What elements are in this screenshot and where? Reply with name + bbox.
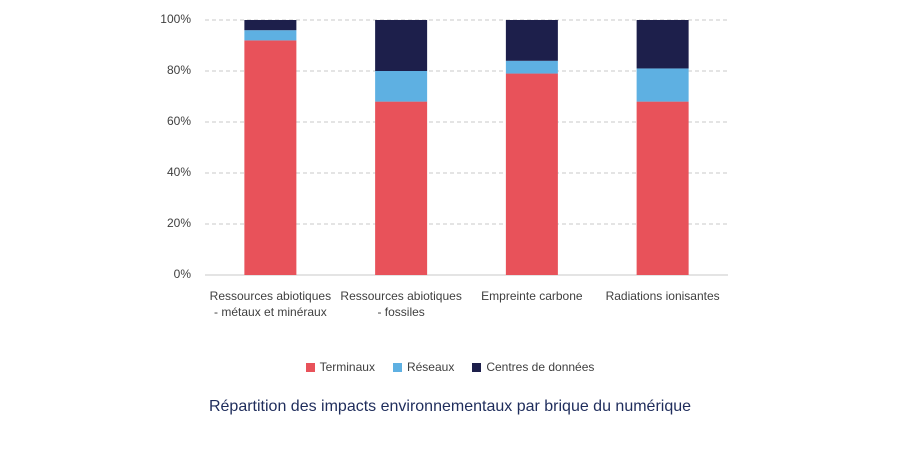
bar-segment	[375, 101, 428, 275]
bar-segment	[375, 20, 428, 71]
bar-segment	[636, 101, 689, 275]
legend-item: Centres de données	[472, 360, 594, 374]
bar-segment	[505, 73, 558, 275]
bar-segment	[505, 20, 558, 61]
y-tick-label: 40%	[167, 165, 191, 179]
bar-segment	[244, 20, 297, 31]
y-tick-label: 100%	[160, 12, 191, 26]
chart-title: Répartition des impacts environnementaux…	[208, 398, 692, 415]
legend-swatch	[392, 362, 402, 372]
x-tick-label: Empreinte carbone	[481, 289, 583, 303]
legend-item: Terminaux	[305, 360, 375, 374]
y-tick-label: 20%	[167, 216, 191, 230]
legend-label: Terminaux	[319, 360, 375, 374]
bar-segment	[244, 30, 297, 41]
legend-swatch	[305, 362, 315, 372]
legend-item: Réseaux	[392, 360, 455, 374]
legend-swatch	[472, 362, 482, 372]
x-tick-label: Ressources abiotiques - métaux et minéra…	[209, 289, 332, 319]
bar-segment	[636, 20, 689, 69]
legend-label: Centres de données	[486, 360, 595, 374]
legend: Terminaux Réseaux Centres de données	[0, 360, 900, 374]
x-tick-label: Ressources abiotiques - fossiles	[340, 289, 462, 319]
bar-segment	[244, 40, 297, 276]
x-tick-label: Radiations ionisantes	[605, 289, 720, 303]
y-tick-label: 60%	[167, 114, 191, 128]
legend-label: Réseaux	[406, 360, 455, 374]
bar-segment	[505, 60, 558, 74]
y-tick-label: 80%	[167, 63, 191, 77]
bar-segment	[636, 68, 689, 102]
bar-segment	[375, 71, 428, 102]
y-tick-label: 0%	[174, 267, 192, 281]
